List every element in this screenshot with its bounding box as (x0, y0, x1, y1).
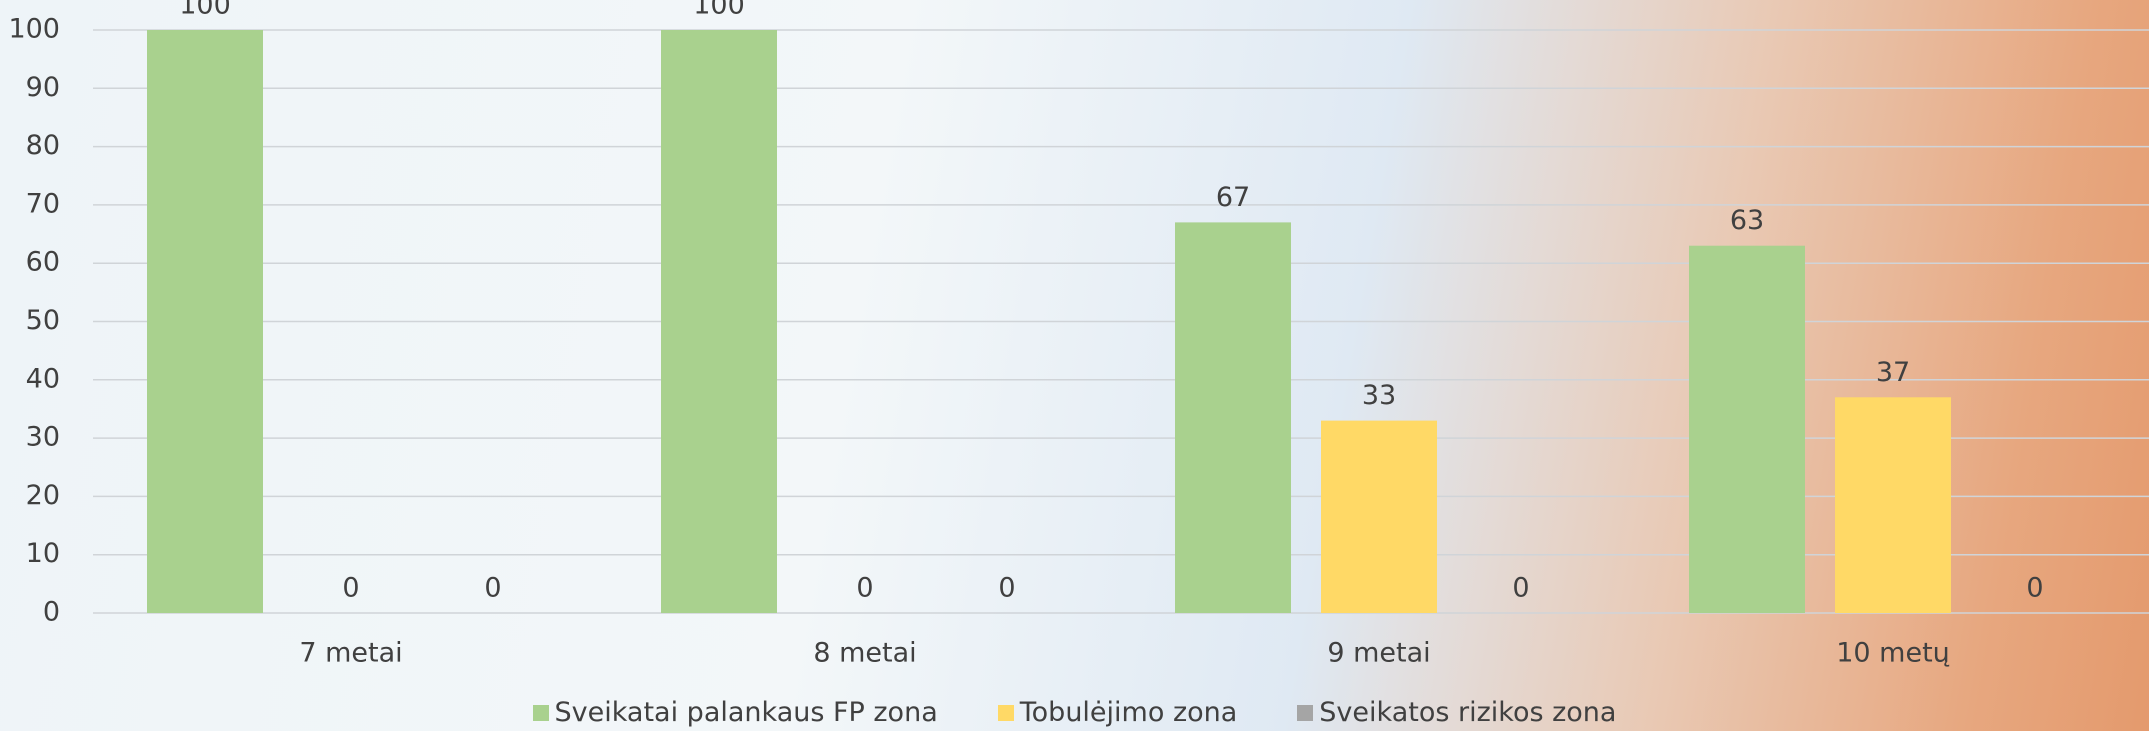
value-label: 0 (856, 573, 873, 604)
value-label: 0 (1512, 573, 1529, 604)
value-label: 33 (1362, 380, 1396, 411)
legend-swatch (533, 705, 549, 721)
legend-swatch (1297, 705, 1313, 721)
legend-swatch (998, 705, 1014, 721)
legend: Sveikatai palankaus FP zona Tobulėjimo zo… (0, 697, 2149, 728)
y-tick-label: 30 (26, 422, 60, 453)
value-label: 0 (342, 573, 359, 604)
bar (1321, 421, 1437, 613)
y-tick-label: 20 (26, 480, 60, 511)
bar (1689, 246, 1805, 613)
bar (1835, 397, 1951, 613)
value-label: 67 (1216, 182, 1250, 213)
y-tick-label: 100 (8, 14, 60, 45)
y-tick-label: 80 (26, 130, 60, 161)
x-tick-label: 9 metai (1327, 638, 1430, 669)
plot: 0 10 20 30 40 50 60 70 80 90 100 7 metai 100 0 0 8 meta… (0, 0, 2149, 731)
value-label: 0 (2026, 573, 2043, 604)
legend-label: Sveikatai palankaus FP zona (555, 697, 938, 728)
value-label: 100 (693, 0, 745, 21)
y-tick-label: 90 (26, 72, 60, 103)
chart: 0 10 20 30 40 50 60 70 80 90 100 7 metai 100 0 0 8 meta… (0, 0, 2149, 731)
legend-label: Tobulėjimo zona (1020, 697, 1238, 728)
value-label: 63 (1730, 205, 1764, 236)
y-tick-label: 0 (43, 597, 60, 628)
x-tick-label: 7 metai (299, 638, 402, 669)
bar (1175, 222, 1291, 613)
legend-item: Tobulėjimo zona (998, 697, 1238, 728)
legend-label: Sveikatos rizikos zona (1319, 697, 1616, 728)
x-tick-label: 10 metų (1836, 638, 1950, 669)
y-tick-label: 60 (26, 247, 60, 278)
y-tick-label: 50 (26, 305, 60, 336)
legend-item: Sveikatai palankaus FP zona (533, 697, 938, 728)
y-tick-label: 10 (26, 538, 60, 569)
value-label: 100 (179, 0, 231, 21)
value-label: 0 (998, 573, 1015, 604)
legend-item: Sveikatos rizikos zona (1297, 697, 1616, 728)
bar (661, 30, 777, 613)
value-label: 0 (484, 573, 501, 604)
x-tick-label: 8 metai (813, 638, 916, 669)
value-label: 37 (1876, 357, 1910, 388)
bar (147, 30, 263, 613)
y-tick-label: 40 (26, 363, 60, 394)
y-tick-label: 70 (26, 188, 60, 219)
